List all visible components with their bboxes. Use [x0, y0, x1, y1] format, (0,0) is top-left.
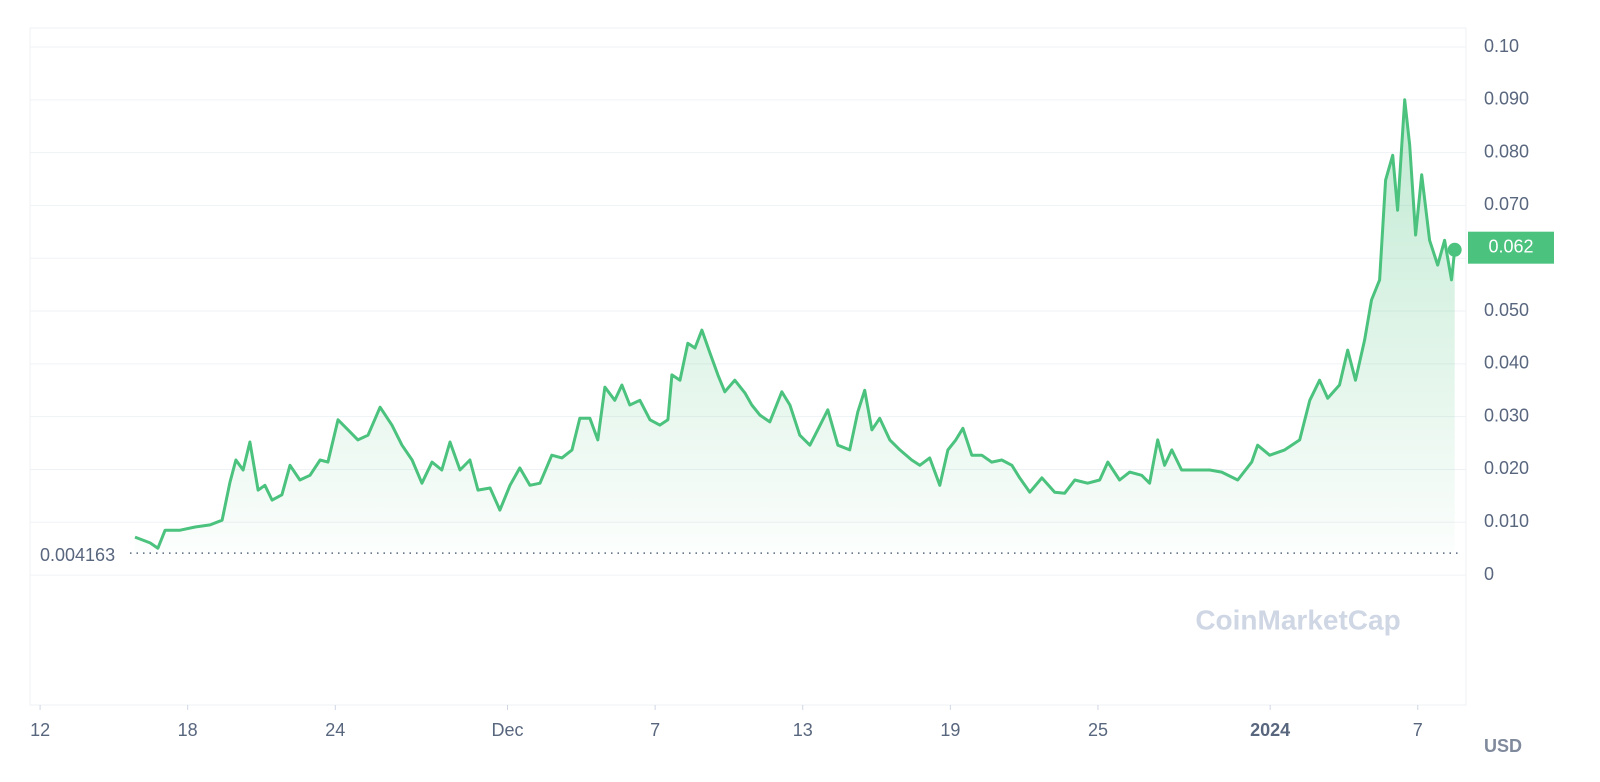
last-point [1447, 242, 1462, 257]
x-tick-label: 19 [940, 720, 960, 740]
y-tick-label: 0.050 [1484, 300, 1529, 320]
y-tick-label: 0.010 [1484, 511, 1529, 531]
x-tick-label: 12 [30, 720, 50, 740]
currency-label: USD [1484, 736, 1522, 756]
y-tick-label: 0.080 [1484, 141, 1529, 161]
price-badge-label: 0.062 [1488, 236, 1533, 256]
x-tick-label: 18 [178, 720, 198, 740]
y-tick-label: 0.090 [1484, 89, 1529, 109]
watermark: CoinMarketCap [1195, 604, 1400, 635]
baseline-label: 0.004163 [40, 545, 115, 565]
y-tick-label: 0.020 [1484, 458, 1529, 478]
price-badge [1468, 231, 1554, 264]
x-tick-label: 7 [1413, 720, 1423, 740]
x-tick-label: 25 [1088, 720, 1108, 740]
y-tick-label: 0.030 [1484, 405, 1529, 425]
x-tick-label: 13 [793, 720, 813, 740]
x-tick-label: Dec [492, 720, 524, 740]
y-tick-label: 0.040 [1484, 353, 1529, 373]
x-tick-label: 7 [650, 720, 660, 740]
y-tick-label: 0.070 [1484, 194, 1529, 214]
y-tick-label: 0.10 [1484, 36, 1519, 56]
y-tick-label: 0 [1484, 564, 1494, 584]
price-area [135, 99, 1455, 554]
price-line [134, 98, 1457, 550]
plot-frame [29, 27, 1467, 706]
x-tick-label: 24 [325, 720, 345, 740]
x-tick-label: 2024 [1250, 720, 1290, 740]
